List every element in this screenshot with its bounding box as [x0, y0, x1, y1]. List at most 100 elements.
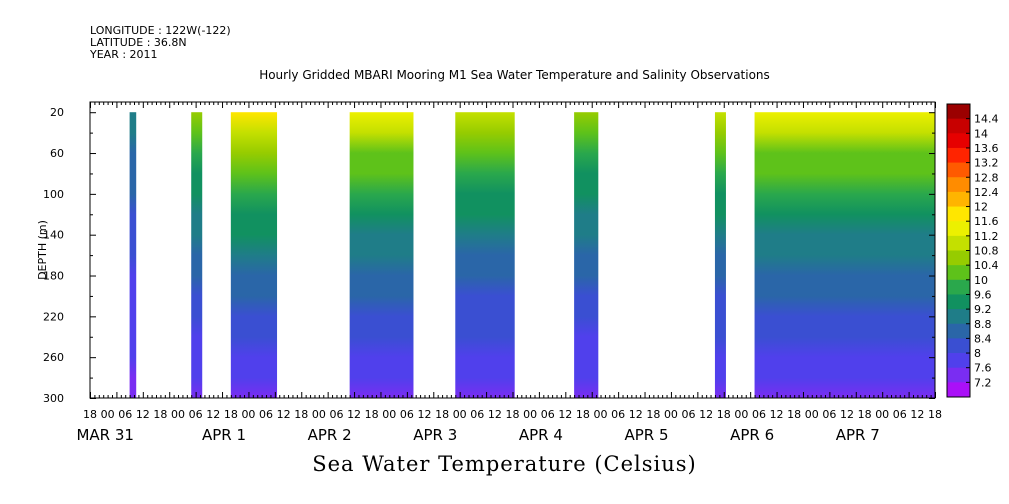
latitude-label: LATITUDE : 36.8N — [90, 36, 187, 49]
colorbar-label: 10.8 — [974, 245, 999, 258]
colorbar-label: 10 — [974, 274, 988, 287]
x-tick-label: 00 — [101, 408, 115, 421]
colorbar-swatch — [947, 294, 970, 310]
data-segment — [574, 112, 599, 398]
y-tick-label: 180 — [43, 270, 64, 283]
x-tick-label: 18 — [83, 408, 97, 421]
x-tick-label: 12 — [558, 408, 572, 421]
colorbar-label: 12.8 — [974, 171, 999, 184]
x-tick-label: 06 — [470, 408, 484, 421]
colorbar-label: 12 — [974, 201, 988, 214]
colorbar-label: 9.2 — [974, 303, 992, 316]
x-tick-label: 00 — [523, 408, 537, 421]
x-tick-label: 12 — [277, 408, 291, 421]
colorbar-swatch — [947, 323, 970, 339]
colorbar-swatch — [947, 235, 970, 251]
data-segment — [455, 112, 515, 398]
colorbar-label: 7.2 — [974, 376, 992, 389]
x-tick-label: 18 — [435, 408, 449, 421]
plot-axes — [89, 101, 936, 399]
x-tick-label: 18 — [928, 408, 942, 421]
y-tick-label: 300 — [43, 392, 64, 405]
colorbar-swatch — [947, 382, 970, 398]
x-tick-label: 12 — [840, 408, 854, 421]
y-tick-label: 60 — [50, 147, 64, 160]
x-tick-label: 12 — [488, 408, 502, 421]
x-tick-label: 00 — [382, 408, 396, 421]
x-tick-label: 00 — [805, 408, 819, 421]
x-tick-label: 12 — [629, 408, 643, 421]
colorbar-swatch — [947, 118, 970, 134]
colorbar-label: 13.6 — [974, 142, 999, 155]
colorbar-swatch — [947, 177, 970, 193]
x-day-label: APR 3 — [413, 426, 457, 444]
colorbar-label: 13.2 — [974, 157, 999, 170]
colorbar-label: 8.8 — [974, 318, 992, 331]
x-tick-label: 06 — [189, 408, 203, 421]
colorbar-swatch — [947, 250, 970, 266]
colorbar-label: 8.4 — [974, 332, 992, 345]
colorbar-label: 9.6 — [974, 288, 992, 301]
data-segment — [349, 112, 414, 398]
data-segment — [230, 112, 278, 398]
x-day-label: APR 7 — [836, 426, 880, 444]
x-tick-label: 12 — [417, 408, 431, 421]
colorbar-swatch — [947, 309, 970, 325]
colorbar-swatch — [947, 147, 970, 163]
colorbar-label: 7.6 — [974, 362, 992, 375]
x-tick-label: 18 — [576, 408, 590, 421]
x-day-label: APR 1 — [202, 426, 246, 444]
x-tick-label: 06 — [541, 408, 555, 421]
x-tick-label: 12 — [347, 408, 361, 421]
data-segment — [754, 112, 935, 398]
data-segment — [129, 112, 137, 398]
colorbar-swatch — [947, 367, 970, 383]
x-tick-label: 18 — [294, 408, 308, 421]
colorbar-swatch — [947, 221, 970, 237]
colorbar-swatch — [947, 265, 970, 281]
x-tick-label: 00 — [171, 408, 185, 421]
x-tick-label: 06 — [822, 408, 836, 421]
x-tick-label: 06 — [611, 408, 625, 421]
x-tick-label: 00 — [453, 408, 467, 421]
data-segment — [191, 112, 203, 398]
x-tick-label: 00 — [594, 408, 608, 421]
colorbar-swatch — [947, 279, 970, 295]
colorbar-label: 14.4 — [974, 113, 999, 126]
x-tick-label: 06 — [400, 408, 414, 421]
colorbar-label: 10.4 — [974, 259, 999, 272]
colorbar-swatch — [947, 191, 970, 207]
x-tick-label: 18 — [858, 408, 872, 421]
x-tick-label: 00 — [734, 408, 748, 421]
x-tick-label: 00 — [241, 408, 255, 421]
y-axis-label: DEPTH (m) — [36, 220, 49, 280]
x-tick-label: 06 — [259, 408, 273, 421]
colorbar-swatch — [947, 353, 970, 369]
x-day-label: APR 2 — [308, 426, 352, 444]
x-day-label: APR 5 — [625, 426, 669, 444]
colorbar-swatch — [947, 206, 970, 222]
x-day-label: MAR 31 — [76, 426, 133, 444]
x-tick-label: 18 — [646, 408, 660, 421]
y-tick-label: 220 — [43, 310, 64, 323]
data-segments — [129, 112, 935, 398]
x-tick-label: 06 — [682, 408, 696, 421]
x-tick-label: 12 — [770, 408, 784, 421]
x-tick-label: 18 — [506, 408, 520, 421]
y-axis-ticks: 20 60 100 140 180 220 260 300 — [43, 106, 935, 405]
y-tick-label: 100 — [43, 188, 64, 201]
x-tick-label: 18 — [224, 408, 238, 421]
x-axis-ticks: 18 00 06 12 18 00 06 12 18 00 06 12 18 00 06 12 18 00 06 12… — [76, 408, 942, 444]
colorbar-swatch — [947, 338, 970, 354]
x-tick-label: 18 — [717, 408, 731, 421]
x-tick-label: 06 — [329, 408, 343, 421]
x-tick-label: 18 — [365, 408, 379, 421]
chart-title: Hourly Gridded MBARI Mooring M1 Sea Wate… — [259, 68, 770, 82]
colorbar-swatch — [947, 133, 970, 149]
x-tick-label: 18 — [153, 408, 167, 421]
colorbar-swatch — [947, 162, 970, 178]
x-tick-label: 12 — [136, 408, 150, 421]
x-tick-label: 06 — [893, 408, 907, 421]
